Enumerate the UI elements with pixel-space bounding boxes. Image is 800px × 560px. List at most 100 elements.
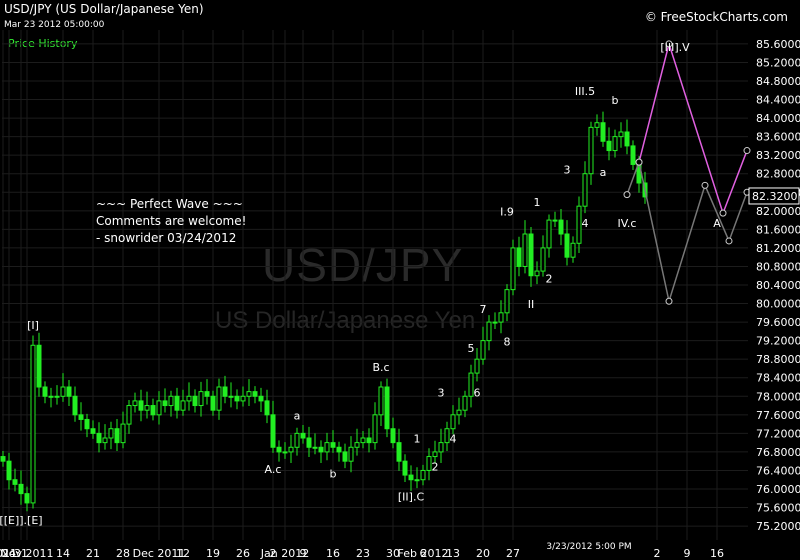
candle[interactable]: [234, 389, 240, 410]
candle[interactable]: [300, 425, 306, 444]
candle[interactable]: [606, 127, 612, 161]
candle[interactable]: [276, 440, 282, 462]
candle[interactable]: [60, 373, 66, 402]
candle[interactable]: [210, 390, 216, 416]
candle[interactable]: [498, 300, 504, 334]
candle[interactable]: [258, 387, 264, 413]
candle[interactable]: [480, 326, 486, 365]
candle[interactable]: [468, 364, 474, 408]
projection-bullish-point[interactable]: [665, 40, 673, 48]
candle[interactable]: [270, 400, 276, 453]
candle[interactable]: [510, 239, 516, 296]
candle[interactable]: [600, 111, 606, 147]
candle[interactable]: [486, 315, 492, 351]
candle[interactable]: [126, 399, 132, 434]
projection-bearish-point[interactable]: [701, 181, 709, 189]
candle[interactable]: [444, 421, 450, 451]
candle[interactable]: [204, 379, 210, 405]
candle[interactable]: [624, 119, 630, 155]
candle[interactable]: [240, 386, 246, 407]
candle[interactable]: [528, 227, 534, 287]
projection-bullish-point[interactable]: [743, 147, 751, 155]
candle[interactable]: [408, 465, 414, 491]
candle[interactable]: [48, 387, 54, 408]
projection-bearish-point[interactable]: [623, 191, 631, 199]
candle[interactable]: [558, 208, 564, 246]
projection-bullish-point[interactable]: [719, 209, 727, 217]
candle[interactable]: [630, 140, 636, 171]
candle[interactable]: [570, 236, 576, 263]
candle[interactable]: [450, 405, 456, 435]
candle[interactable]: [192, 389, 198, 413]
brand-label[interactable]: © FreeStockCharts.com: [644, 10, 788, 24]
candle[interactable]: [564, 220, 570, 266]
candle[interactable]: [588, 121, 594, 185]
candle[interactable]: [336, 441, 342, 462]
candle[interactable]: [378, 381, 384, 426]
candle[interactable]: [582, 161, 588, 214]
candle[interactable]: [72, 386, 78, 422]
candle[interactable]: [366, 428, 372, 453]
candle[interactable]: [522, 220, 528, 274]
candle[interactable]: [138, 389, 144, 422]
candle[interactable]: [390, 417, 396, 449]
candle[interactable]: [420, 464, 426, 486]
candle[interactable]: [534, 261, 540, 285]
candle[interactable]: [282, 442, 288, 459]
candle[interactable]: [228, 382, 234, 408]
candle[interactable]: [342, 443, 348, 469]
candle[interactable]: [186, 382, 192, 411]
candle[interactable]: [354, 428, 360, 456]
candle[interactable]: [120, 411, 126, 449]
candle[interactable]: [360, 431, 366, 449]
candle[interactable]: [546, 214, 552, 258]
candle[interactable]: [252, 386, 258, 404]
candle[interactable]: [540, 235, 546, 277]
candle[interactable]: [312, 433, 318, 455]
candle[interactable]: [102, 424, 108, 450]
projection-bearish-point[interactable]: [725, 237, 733, 245]
candle[interactable]: [198, 381, 204, 417]
candle[interactable]: [222, 375, 228, 404]
candle[interactable]: [384, 378, 390, 438]
candle[interactable]: [288, 434, 294, 464]
candle[interactable]: [438, 428, 444, 464]
candle[interactable]: [348, 436, 354, 473]
candle[interactable]: [90, 420, 96, 439]
candle[interactable]: [414, 467, 420, 489]
candle[interactable]: [612, 129, 618, 158]
candle[interactable]: [6, 452, 12, 490]
candle[interactable]: [144, 391, 150, 419]
candle[interactable]: [432, 440, 438, 464]
candle[interactable]: [618, 122, 624, 148]
candle[interactable]: [180, 389, 186, 416]
candle[interactable]: [324, 432, 330, 461]
candle[interactable]: [492, 312, 498, 330]
candle[interactable]: [594, 114, 600, 136]
candle[interactable]: [174, 387, 180, 419]
candle[interactable]: [168, 390, 174, 417]
candle[interactable]: [78, 402, 84, 431]
candle[interactable]: [246, 379, 252, 407]
candle[interactable]: [402, 454, 408, 483]
projection-bearish-point[interactable]: [665, 297, 673, 305]
candle[interactable]: [114, 418, 120, 451]
candle[interactable]: [504, 284, 510, 322]
candle[interactable]: [330, 430, 336, 453]
projection-bullish-point[interactable]: [635, 158, 643, 166]
candle[interactable]: [462, 390, 468, 418]
candle[interactable]: [306, 426, 312, 458]
candle[interactable]: [18, 470, 24, 505]
candle[interactable]: [474, 348, 480, 382]
candle[interactable]: [30, 335, 36, 509]
candle[interactable]: [54, 385, 60, 405]
candle[interactable]: [294, 427, 300, 456]
candle[interactable]: [456, 397, 462, 425]
candle[interactable]: [372, 402, 378, 450]
candle[interactable]: [84, 413, 90, 438]
candle[interactable]: [12, 468, 18, 492]
candle[interactable]: [516, 236, 522, 277]
candle[interactable]: [156, 391, 162, 425]
candle[interactable]: [108, 421, 114, 450]
